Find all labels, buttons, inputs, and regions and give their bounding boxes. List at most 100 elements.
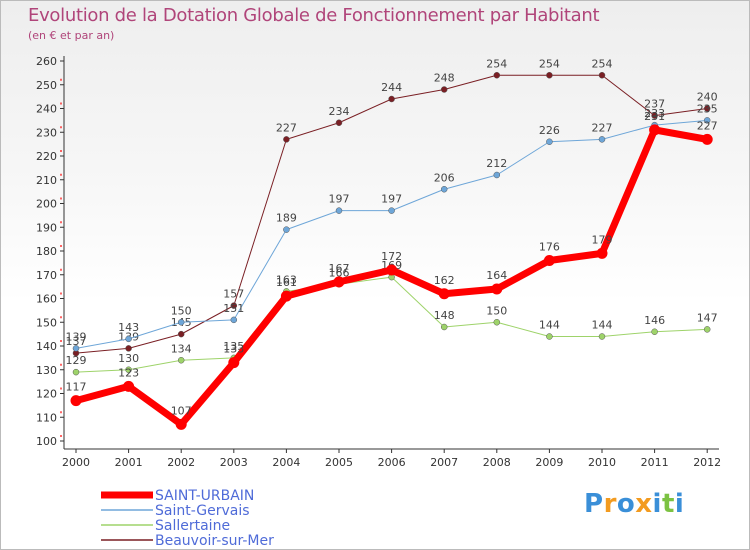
data-point-beauvoir-sur-mer: [283, 136, 290, 143]
legend-item-saint-urbain: SAINT-URBAIN: [101, 488, 274, 504]
data-label-saint-gervais: 143: [118, 321, 139, 334]
data-label-sallertaine: 148: [434, 309, 455, 322]
data-label-sallertaine: 144: [539, 319, 560, 332]
data-label-beauvoir-sur-mer: 137: [66, 335, 87, 348]
data-point-saint-urbain: [596, 247, 608, 259]
y-tick-label: 210: [36, 174, 57, 187]
y-tick-label: 170: [36, 269, 57, 282]
data-label-saint-urbain: 161: [276, 276, 297, 289]
data-label-saint-urbain: 167: [329, 262, 350, 275]
x-tick-label: 2000: [62, 456, 90, 469]
y-tick-label: 230: [36, 126, 57, 139]
data-point-saint-gervais: [598, 136, 606, 143]
data-label-saint-urbain: 179: [592, 233, 613, 246]
x-tick-label: 2011: [641, 456, 669, 469]
chart-title: Evolution de la Dotation Globale de Fonc…: [28, 5, 600, 26]
logo-letter: t: [661, 489, 675, 519]
data-label-sallertaine: 144: [592, 319, 613, 332]
data-point-sallertaine: [651, 328, 658, 335]
data-point-beauvoir-sur-mer: [651, 112, 658, 119]
y-tick-label: 120: [36, 388, 57, 401]
y-tick-label: 150: [36, 316, 57, 329]
data-label-saint-gervais: 197: [381, 193, 402, 206]
x-tick-label: 2007: [430, 456, 458, 469]
y-tick-label: 180: [36, 245, 57, 258]
data-label-saint-urbain: 176: [539, 241, 560, 254]
y-tick-label: 200: [36, 198, 57, 211]
data-point-beauvoir-sur-mer: [125, 345, 132, 352]
x-tick-label: 2005: [325, 456, 353, 469]
data-point-beauvoir-sur-mer: [335, 119, 343, 126]
data-label-saint-gervais: 226: [539, 124, 560, 137]
chart-subtitle: (en € et par an): [28, 29, 115, 42]
data-point-saint-urbain: [649, 124, 661, 136]
legend-swatch-saint-gervais: [101, 509, 153, 511]
legend-label-beauvoir-sur-mer: Beauvoir-sur-Mer: [155, 532, 274, 549]
data-point-saint-gervais: [703, 117, 711, 124]
data-label-beauvoir-sur-mer: 227: [276, 121, 297, 134]
y-tick-label: 100: [36, 435, 57, 448]
data-label-saint-urbain: 164: [486, 269, 507, 282]
data-point-beauvoir-sur-mer: [177, 330, 185, 338]
data-label-beauvoir-sur-mer: 240: [697, 91, 718, 104]
data-label-saint-urbain: 231: [644, 110, 665, 123]
data-label-saint-gervais: 151: [223, 302, 244, 315]
logo-letter: P: [584, 489, 604, 519]
data-point-saint-gervais: [388, 207, 395, 214]
legend: SAINT-URBAIN Saint-Gervais Sallertaine B…: [101, 488, 274, 549]
logo-letter: o: [616, 489, 636, 519]
data-label-saint-gervais: 227: [592, 121, 613, 134]
y-tick-label: 110: [36, 411, 57, 424]
data-point-saint-gervais: [72, 345, 80, 352]
legend-item-saint-gervais: Saint-Gervais: [101, 503, 274, 519]
logo-letter: i: [652, 489, 662, 519]
x-tick-label: 2012: [693, 456, 721, 469]
y-tick-label: 160: [36, 293, 57, 306]
data-point-saint-gervais: [546, 138, 553, 145]
data-label-saint-urbain: 117: [66, 381, 87, 394]
data-point-saint-gervais: [125, 335, 132, 343]
data-point-sallertaine: [598, 333, 606, 340]
y-tick-label: 250: [36, 79, 57, 92]
data-label-sallertaine: 129: [66, 354, 87, 367]
data-point-saint-gervais: [335, 207, 343, 214]
x-tick-label: 2002: [167, 456, 195, 469]
data-label-sallertaine: 166: [329, 266, 350, 279]
data-label-sallertaine: 150: [486, 304, 507, 317]
data-label-saint-gervais: 150: [171, 304, 192, 317]
data-label-beauvoir-sur-mer: 254: [539, 57, 560, 70]
data-label-beauvoir-sur-mer: 157: [223, 288, 244, 301]
data-label-sallertaine: 163: [276, 273, 297, 286]
data-point-sallertaine: [703, 326, 711, 333]
data-point-saint-gervais: [230, 316, 238, 324]
data-label-saint-urbain: 227: [697, 119, 718, 132]
logo-letter: x: [635, 489, 653, 519]
x-tick-label: 2003: [220, 456, 248, 469]
y-tick-label: 220: [36, 150, 57, 163]
data-point-sallertaine: [440, 323, 448, 331]
data-point-beauvoir-sur-mer: [546, 72, 553, 79]
data-point-saint-urbain: [280, 290, 292, 302]
data-point-saint-gervais: [493, 171, 501, 179]
data-label-beauvoir-sur-mer: 248: [434, 72, 455, 85]
legend-swatch-beauvoir-sur-mer: [101, 539, 153, 541]
data-point-saint-gervais: [283, 226, 290, 233]
data-point-beauvoir-sur-mer: [388, 95, 395, 103]
data-point-beauvoir-sur-mer: [703, 105, 711, 112]
y-tick-label: 130: [36, 364, 57, 377]
data-point-sallertaine: [125, 366, 132, 373]
data-label-beauvoir-sur-mer: 254: [486, 57, 507, 70]
data-point-beauvoir-sur-mer: [493, 72, 501, 79]
data-label-sallertaine: 134: [171, 342, 192, 355]
data-point-saint-urbain: [228, 357, 240, 369]
data-label-sallertaine: 147: [697, 311, 718, 324]
x-tick-label: 2006: [378, 456, 406, 469]
data-point-saint-urbain: [438, 288, 450, 300]
data-point-saint-urbain: [543, 255, 555, 266]
data-label-beauvoir-sur-mer: 237: [644, 98, 665, 111]
x-tick-label: 2001: [115, 456, 143, 469]
x-tick-label: 2010: [588, 456, 616, 469]
data-point-saint-gervais: [440, 186, 448, 193]
